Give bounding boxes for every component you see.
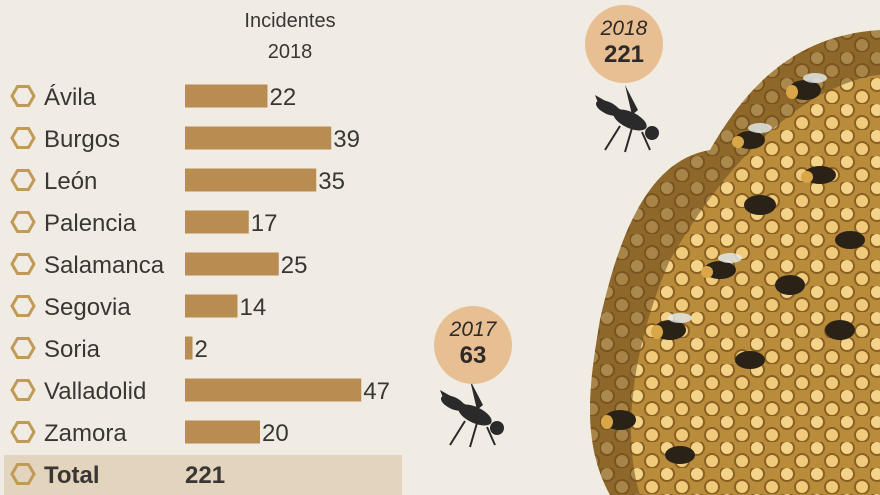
- bar-chart: Ávila 22 Burgos 39 León 35 Palencia 17 Salamanca…: [4, 84, 402, 495]
- hexagon-icon: [10, 169, 36, 191]
- total-row: [4, 455, 402, 495]
- bubble-2017-year: 2017: [449, 318, 497, 341]
- hexagon-icon: [10, 85, 36, 107]
- hexagon-icon: [10, 421, 36, 443]
- bar: [185, 168, 317, 192]
- chart-header: Incidentes 2018: [210, 6, 370, 68]
- category-label: León: [44, 168, 97, 195]
- category-label: Salamanca: [44, 252, 165, 279]
- category-label: Soria: [44, 336, 101, 363]
- bar: [185, 210, 249, 234]
- bar: [185, 336, 193, 360]
- total-value: 221: [185, 462, 225, 489]
- bar: [185, 420, 260, 444]
- value-label: 17: [251, 210, 278, 237]
- value-label: 35: [318, 168, 345, 195]
- value-label: 39: [333, 126, 360, 153]
- bar: [185, 294, 238, 318]
- hexagon-icon: [10, 463, 36, 485]
- category-label: Zamora: [44, 420, 127, 447]
- honeycomb-bees-image: [440, 30, 880, 495]
- value-label: 2: [195, 336, 208, 363]
- bubble-2018-year: 2018: [600, 17, 648, 40]
- bar: [185, 126, 332, 150]
- hornet-icon-2018: [595, 85, 659, 153]
- value-label: 25: [281, 252, 308, 279]
- value-label: 47: [363, 378, 390, 405]
- bar: [185, 378, 362, 402]
- bubble-2017-value: 63: [459, 342, 487, 369]
- value-label: 14: [240, 294, 267, 321]
- bar: [185, 252, 279, 276]
- value-label: 20: [262, 420, 289, 447]
- bar: [185, 84, 268, 108]
- header-title: Incidentes: [244, 10, 336, 32]
- bubble-2018: 2018 221: [585, 5, 663, 83]
- total-label: Total: [44, 462, 100, 489]
- category-label: Valladolid: [44, 378, 146, 405]
- hexagon-icon: [10, 211, 36, 233]
- bubble-2018-value: 221: [603, 41, 645, 68]
- hornet-icon-2017: [440, 380, 504, 448]
- category-label: Burgos: [44, 126, 120, 153]
- category-label: Palencia: [44, 210, 137, 237]
- hexagon-icon: [10, 253, 36, 275]
- bubble-2017: 2017 63: [434, 306, 512, 384]
- hexagon-icon: [10, 127, 36, 149]
- header-year: 2018: [267, 41, 313, 63]
- hexagon-icon: [10, 379, 36, 401]
- category-label: Segovia: [44, 294, 131, 321]
- category-label: Ávila: [44, 84, 97, 111]
- hexagon-icon: [10, 295, 36, 317]
- hexagon-icon: [10, 337, 36, 359]
- value-label: 22: [270, 84, 297, 111]
